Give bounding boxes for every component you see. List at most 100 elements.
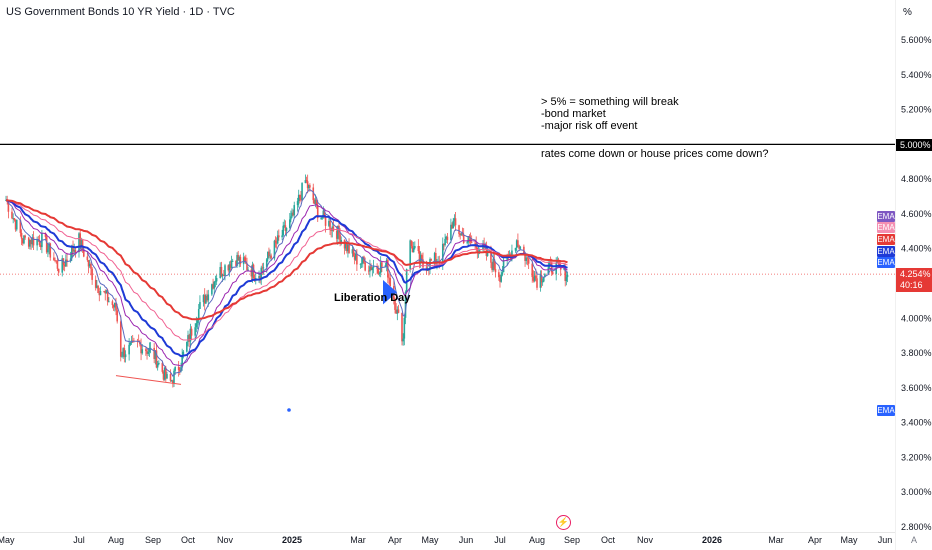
candle-body	[515, 240, 518, 248]
x-tick-label: Aug	[108, 535, 124, 545]
candle-body	[239, 256, 242, 265]
candle-body	[270, 255, 272, 259]
candle-body	[116, 310, 118, 322]
candle-body	[540, 275, 543, 283]
candle-body	[49, 243, 52, 258]
candle-body	[30, 240, 32, 245]
candle-body	[223, 274, 225, 277]
candle-body	[493, 258, 496, 270]
candle-body	[411, 246, 414, 253]
y-axis-divider	[895, 0, 896, 550]
candle-body	[97, 285, 99, 293]
candle-body	[470, 242, 473, 243]
ema-line-blue	[5, 199, 568, 358]
candle-body	[254, 278, 257, 280]
candle-body	[104, 291, 107, 294]
candle-body	[451, 224, 453, 229]
note-line-2: -bond market	[541, 108, 606, 120]
candle-body	[146, 350, 148, 354]
candle-body	[227, 265, 230, 271]
candle-body	[112, 305, 115, 308]
candle-body	[519, 246, 522, 249]
candle-body	[29, 240, 31, 247]
candle-timer: 40:16	[900, 280, 923, 290]
candle-body	[461, 233, 464, 235]
x-tick-label: Mar	[350, 535, 366, 545]
candle-body	[364, 262, 366, 271]
candle-body	[297, 194, 300, 202]
unit-label[interactable]: %	[903, 7, 912, 18]
candle-body	[188, 335, 190, 342]
lightning-event-icon[interactable]: ⚡	[556, 515, 571, 530]
candle-body	[348, 244, 350, 254]
candle-body	[163, 367, 166, 380]
candle-body	[329, 220, 331, 230]
candle-body	[359, 263, 362, 265]
candle-body	[268, 251, 270, 256]
candle-body	[98, 292, 101, 296]
candle-body	[360, 263, 363, 265]
ema-badge-5: EMA	[877, 257, 895, 268]
candle-body	[278, 235, 280, 238]
candle-body	[63, 264, 66, 267]
x-tick-label: May	[421, 535, 439, 545]
ema-line-slow	[6, 199, 568, 321]
candle-body	[237, 255, 239, 261]
candle-body	[347, 244, 349, 252]
candle-body	[174, 366, 176, 371]
candle-body	[445, 236, 448, 239]
candle-body	[122, 348, 124, 357]
x-tick-label: Mar	[768, 535, 784, 545]
note-line-3: -major risk off event	[541, 120, 638, 132]
candle-body	[462, 234, 465, 244]
candle-body	[45, 236, 48, 253]
candle-body	[180, 367, 182, 372]
candle-body	[61, 258, 64, 273]
candle-body	[155, 350, 158, 368]
candle-body	[161, 362, 164, 372]
candle-body	[517, 240, 519, 246]
candle-body	[322, 210, 325, 218]
candle-body	[211, 284, 213, 295]
candle-body	[169, 374, 172, 381]
auto-scale-button[interactable]: A	[911, 535, 918, 545]
candle-body	[148, 347, 151, 352]
candle-body	[172, 380, 174, 384]
candle-body	[305, 180, 308, 182]
y-tick-label: 2.800%	[901, 522, 932, 532]
candle-body	[417, 246, 420, 252]
candle-body	[388, 277, 390, 279]
candle-body	[111, 301, 114, 306]
candle-body	[19, 219, 22, 233]
candle-body	[315, 199, 318, 205]
candle-body	[54, 260, 56, 262]
candle-body	[284, 225, 287, 231]
candle-body	[189, 328, 192, 342]
candle-body	[552, 272, 554, 274]
candle-body	[199, 302, 201, 310]
candle-body	[536, 278, 538, 288]
candle-body	[39, 245, 42, 248]
candle-body	[215, 277, 218, 282]
candle-body	[173, 370, 175, 384]
candle-body	[145, 349, 147, 351]
candle-body	[299, 194, 301, 198]
support-trendline	[115, 375, 182, 385]
candle-body	[158, 362, 160, 365]
x-tick-label: Sep	[564, 535, 580, 545]
candle-body	[56, 260, 59, 269]
candle-body	[74, 249, 77, 253]
candle-body	[421, 255, 423, 260]
marker-dot	[287, 408, 291, 412]
candle-body	[458, 225, 460, 234]
candle-body	[274, 240, 277, 243]
candle-body	[306, 181, 309, 189]
candle-body	[467, 236, 470, 243]
candle-body	[384, 265, 387, 267]
candle-body	[435, 253, 437, 264]
candle-body	[498, 272, 500, 278]
x-tick-label: 2025	[282, 535, 302, 545]
candle-body	[197, 309, 200, 321]
candle-body	[275, 242, 278, 244]
